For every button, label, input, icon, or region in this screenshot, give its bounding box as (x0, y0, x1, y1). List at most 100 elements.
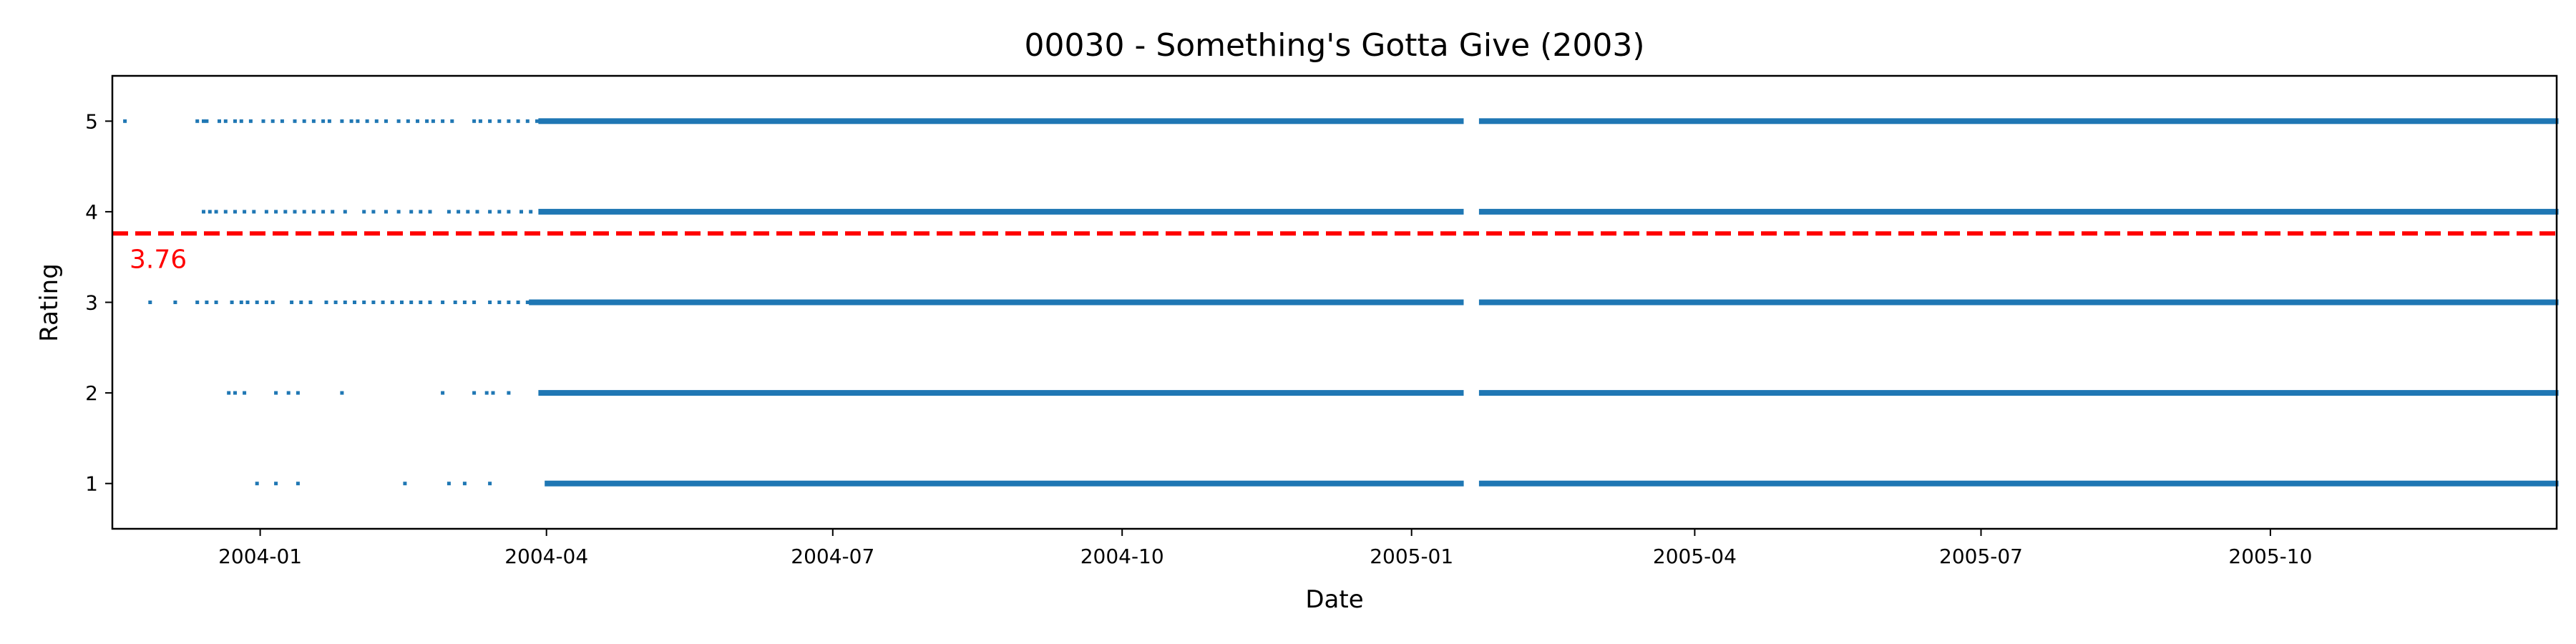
rating-3-point-23 (409, 301, 414, 304)
rating-3-point-32 (507, 301, 511, 304)
rating-3-point-1 (173, 301, 177, 304)
rating-2-point-9 (484, 391, 489, 395)
rating-5-point-20 (365, 119, 369, 123)
rating-5-point-26 (425, 119, 429, 123)
rating-2-point-7 (441, 391, 445, 395)
rating-3-point-11 (290, 301, 294, 304)
rating-5-point-3 (205, 119, 209, 123)
rating-5-point-24 (406, 119, 410, 123)
rating-2-point-10 (491, 391, 495, 395)
rating-5-point-18 (349, 119, 353, 123)
rating-3-point-10 (270, 301, 275, 304)
rating-1-point-2 (296, 482, 300, 486)
rating-4-point-9 (283, 210, 288, 214)
rating-3-point-7 (245, 301, 250, 304)
rating-4-point-22 (428, 210, 432, 214)
rating-4-point-24 (457, 210, 461, 214)
rating-4-point-10 (293, 210, 297, 214)
rating-2-point-0 (227, 391, 231, 395)
rating-5-point-22 (384, 119, 388, 123)
rating-3-dense-points-0 (529, 299, 1464, 306)
rating-4-point-1 (208, 210, 212, 214)
rating-5-point-31 (478, 119, 482, 123)
rating-3-point-4 (214, 301, 218, 304)
rating-3-point-15 (333, 301, 338, 304)
rating-5-point-19 (356, 119, 360, 123)
rating-4-point-6 (252, 210, 256, 214)
rating-5-point-9 (261, 119, 265, 123)
rating-5-point-33 (497, 119, 502, 123)
y-axis: 1 2 3 4 5 (85, 109, 112, 496)
rating-4-point-13 (321, 210, 326, 214)
rating-5-point-15 (321, 119, 326, 123)
rating-5-dense-points-0 (538, 118, 1464, 125)
rating-3-point-20 (381, 301, 385, 304)
rating-5-point-21 (374, 119, 379, 123)
rating-3-point-19 (371, 301, 376, 304)
rating-3-point-12 (299, 301, 303, 304)
x-tick-label-5: 2005-04 (1653, 545, 1737, 568)
x-tick-label-2: 2004-07 (791, 545, 874, 568)
rating-4-point-19 (396, 210, 401, 214)
rating-2-point-11 (507, 391, 511, 395)
rating-4-point-27 (488, 210, 492, 214)
rating-3-point-27 (453, 301, 457, 304)
rating-5-point-25 (416, 119, 419, 123)
rating-1-point-5 (462, 482, 467, 486)
rating-4-point-26 (475, 210, 479, 214)
rating-4-point-16 (362, 210, 366, 214)
rating-3-point-30 (488, 301, 492, 304)
rating-5-point-29 (450, 119, 454, 123)
rating-4-point-4 (233, 210, 237, 214)
rating-3-point-33 (516, 301, 520, 304)
rating-5-point-4 (218, 119, 221, 123)
rating-4-point-2 (214, 210, 218, 214)
rating-3-point-2 (195, 301, 200, 304)
reference-line-group: 3.76 (112, 231, 2557, 274)
rating-4-point-17 (371, 210, 376, 214)
rating-2-point-2 (243, 391, 247, 395)
rating-4-point-7 (264, 210, 268, 214)
rating-3-point-18 (362, 301, 366, 304)
rating-1-point-3 (403, 482, 407, 486)
y-axis-title: Rating (35, 263, 64, 342)
rating-4-point-15 (343, 210, 347, 214)
rating-3-point-5 (230, 301, 234, 304)
rating-3-point-0 (148, 301, 152, 304)
rating-4-point-21 (419, 210, 423, 214)
rating-3-point-16 (343, 301, 347, 304)
rating-3-point-8 (255, 301, 259, 304)
rating-1-point-1 (274, 482, 278, 486)
rating-1-dense-points-0 (545, 480, 1464, 487)
rating-3-point-24 (419, 301, 423, 304)
y-tick-label-2: 3 (85, 291, 98, 315)
rating-3-point-13 (308, 301, 313, 304)
rating-1-point-0 (255, 482, 259, 486)
rating-5-point-12 (293, 119, 297, 123)
x-tick-label-0: 2004-01 (218, 545, 302, 568)
rating-4-point-14 (331, 210, 335, 214)
rating-5-dense-points-1 (1478, 118, 2559, 125)
chart-title: 00030 - Something's Gotta Give (2003) (1025, 27, 1645, 64)
rating-1-point-6 (488, 482, 492, 486)
rating-3-point-17 (353, 301, 356, 304)
rating-5-point-13 (302, 119, 306, 123)
rating-4-point-25 (466, 210, 470, 214)
rating-5-point-30 (472, 119, 477, 123)
rating-4-dense-points-1 (1478, 208, 2559, 215)
rating-5-point-34 (507, 119, 511, 123)
x-axis-title: Date (1305, 585, 1363, 614)
rating-2-point-5 (296, 391, 300, 395)
rating-3-point-34 (525, 301, 530, 304)
rating-5-point-10 (270, 119, 275, 123)
rating-3-point-25 (428, 301, 432, 304)
rating-5-point-1 (195, 119, 200, 123)
rating-2-dense-points-0 (538, 390, 1464, 396)
rating-4-dense-points-0 (538, 208, 1464, 215)
rating-5-point-37 (535, 119, 539, 123)
rating-5-point-6 (233, 119, 237, 123)
rating-5-point-16 (327, 119, 331, 123)
rating-5-point-14 (311, 119, 316, 123)
rating-5-point-35 (516, 119, 520, 123)
